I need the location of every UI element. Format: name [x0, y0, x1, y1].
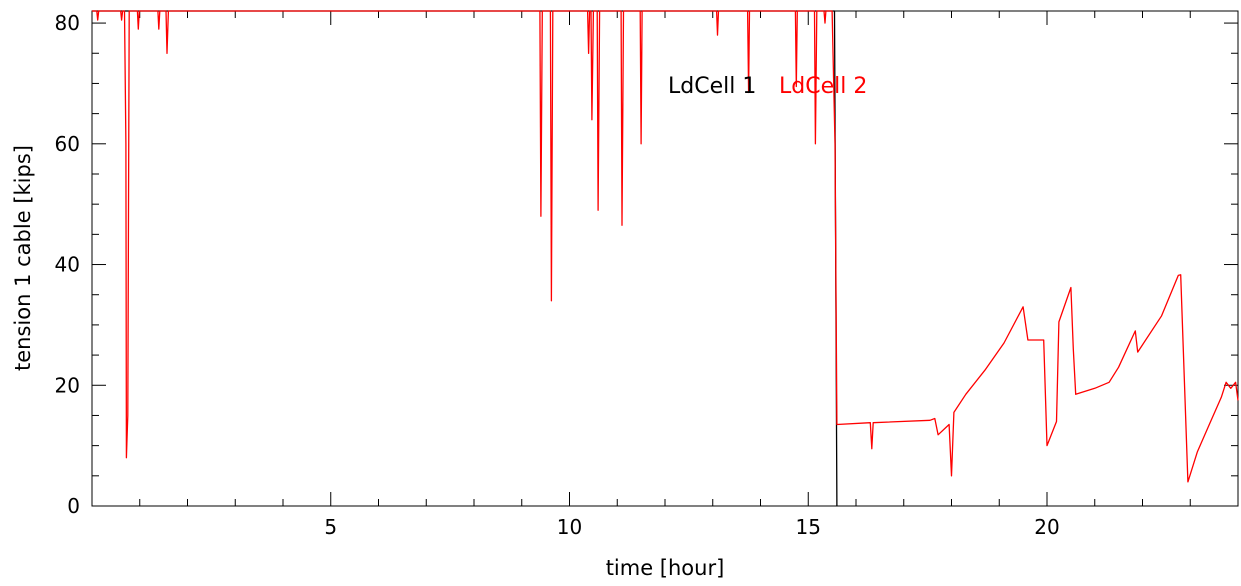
legend-ldcell-2: LdCell 2 — [779, 74, 867, 99]
y-tick-label: 60 — [55, 132, 80, 156]
series-layer — [92, 10, 1239, 507]
x-axis-label: time [hour] — [606, 556, 725, 580]
y-tick-label: 80 — [55, 11, 80, 35]
x-tick-label: 10 — [557, 515, 582, 539]
plot-frame — [91, 10, 1239, 507]
y-tick-label: 20 — [55, 373, 80, 397]
x-tick-label: 15 — [796, 515, 821, 539]
y-tick-label: 40 — [55, 253, 80, 277]
series-line-2 — [92, 10, 1239, 483]
axis-ticks: 5 10 15 20 0 20 40 60 80 — [55, 11, 1238, 539]
x-tick-label: 20 — [1034, 515, 1059, 539]
x-tick-label: 5 — [324, 515, 337, 539]
y-tick-label: 0 — [67, 494, 80, 518]
legend-ldcell-1: LdCell 1 — [668, 74, 756, 99]
y-axis-label: tension 1 cable [kips] — [11, 145, 35, 371]
